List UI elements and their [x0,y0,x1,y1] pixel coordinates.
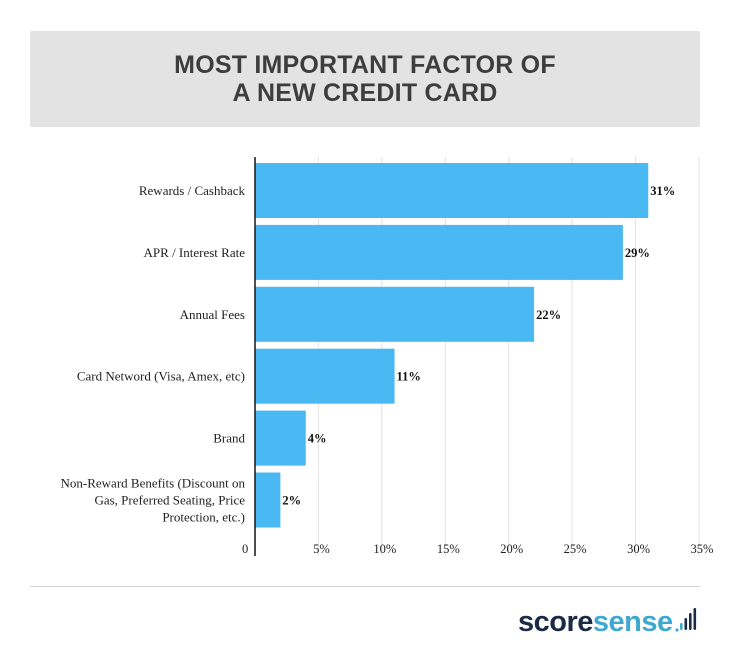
data-label: 31% [650,184,675,198]
bars-group [255,163,649,528]
chart-title: MOST IMPORTANT FACTOR OF A NEW CREDIT CA… [174,51,556,107]
data-label: 2% [282,494,301,508]
x-tick-label: 35% [691,542,714,556]
logo-wordmark: scoresense [518,606,673,638]
category-label: Annual Fees [180,307,245,322]
x-tick-label: 15% [437,542,460,556]
title-banner: MOST IMPORTANT FACTOR OF A NEW CREDIT CA… [30,31,700,127]
category-label: Non-Reward Benefits (Discount on Gas, Pre… [61,476,246,525]
category-labels: Rewards / Cashback APR / Interest Rate Ann… [61,183,246,525]
footer-divider [30,586,700,587]
x-tick-label: 25% [564,542,587,556]
category-label: APR / Interest Rate [144,245,246,260]
data-label: 11% [397,370,421,384]
category-label: Rewards / Cashback [139,183,246,198]
category-label: Card Netword (Visa, Amex, etc) [77,369,245,384]
x-tick-label: 5% [313,542,330,556]
bar-chart: Rewards / Cashback APR / Interest Rate Ann… [61,157,713,556]
value-labels: 31% 29% 22% 11% 4% 2% [282,184,675,508]
bar [255,410,306,466]
data-label: 29% [625,246,650,260]
x-tick-label: 0 [242,542,248,556]
scoresense-logo: scoresense [518,604,697,640]
x-tick-label: 20% [500,542,523,556]
x-tick-labels: 0 5% 10% 15% 20% 25% 30% 35% [242,542,713,556]
bar [255,163,649,218]
x-tick-label: 10% [373,542,396,556]
bar [255,224,623,280]
bar [255,472,281,528]
category-label: Brand [213,431,245,446]
data-label: 4% [308,432,327,446]
x-tick-label: 30% [627,542,650,556]
data-label: 22% [536,308,561,322]
bar [255,348,395,404]
signal-bars-icon [675,608,696,632]
bar [255,286,535,342]
